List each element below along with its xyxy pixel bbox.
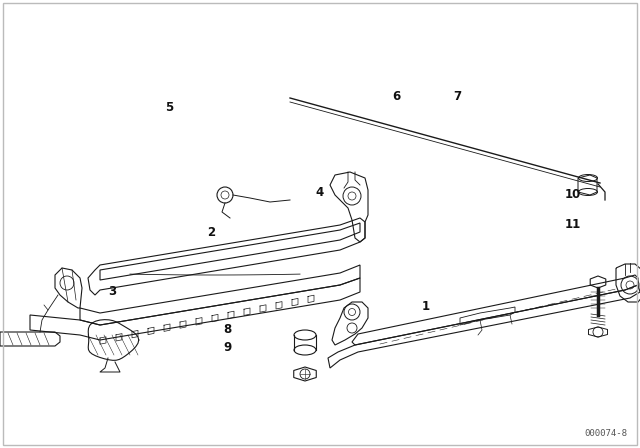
Text: 8: 8	[223, 323, 231, 336]
Text: 10: 10	[564, 188, 581, 202]
Text: 7: 7	[454, 90, 461, 103]
Text: 000074-8: 000074-8	[584, 429, 627, 438]
Text: 9: 9	[223, 340, 231, 354]
Text: 6: 6	[393, 90, 401, 103]
Text: 2: 2	[207, 226, 215, 240]
Text: 11: 11	[564, 217, 581, 231]
Text: 1: 1	[422, 300, 429, 314]
Text: 5: 5	[166, 101, 173, 114]
Text: 4: 4	[316, 186, 324, 199]
Text: 3: 3	[108, 284, 116, 298]
